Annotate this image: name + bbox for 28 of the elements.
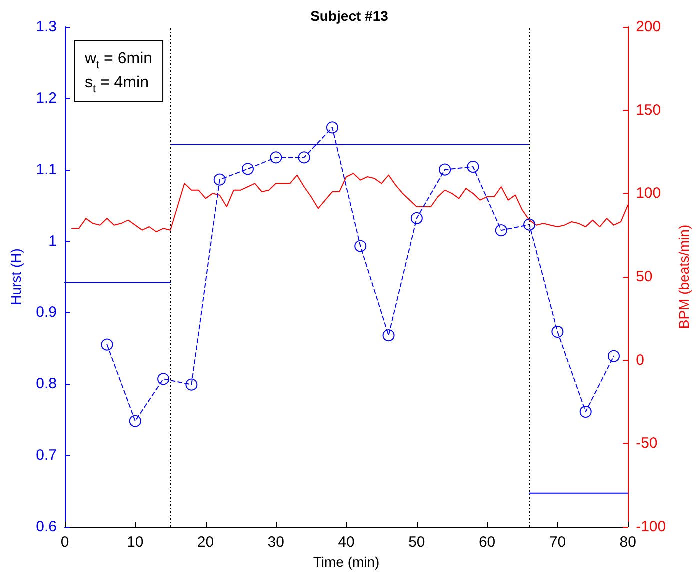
x-tick-label: 60 [478,534,496,551]
y-tick-label: 1.2 [36,90,57,107]
x-tick-label: 30 [268,534,284,551]
y2-tick-label: 0 [636,352,644,369]
y2-tick-label: 100 [636,185,662,202]
x-tick-label: 0 [60,534,70,551]
x-tick-label: 50 [408,534,426,551]
x-tick-label: 80 [620,534,636,551]
x-tick-label: 10 [127,534,144,551]
y-axis-title: Hurst (H) [8,248,24,306]
y2-tick-label: 150 [636,102,662,119]
y2-tick-label: -100 [636,518,666,536]
y2-axis-title: BPM (beats/min) [676,224,692,330]
y-tick-label: 1.1 [36,161,57,178]
y2-tick-label: 200 [636,18,662,36]
y-tick-label: 0.6 [36,518,57,536]
y-tick-label: 0.9 [36,304,57,322]
x-tick-label: 40 [338,534,355,551]
y-tick-label: 1 [48,232,57,250]
y-tick-label: 1.3 [36,18,57,36]
y-tick-label: 0.8 [36,376,57,393]
y-tick-label: 0.7 [36,447,57,464]
x-tick-label: 20 [197,534,214,551]
x-tick-label: 70 [549,534,566,551]
x-axis-title: Time (min) [313,554,380,570]
y2-tick-label: 50 [636,268,653,286]
chart-title: Subject #13 [310,8,389,24]
y2-tick-label: -50 [636,435,658,452]
